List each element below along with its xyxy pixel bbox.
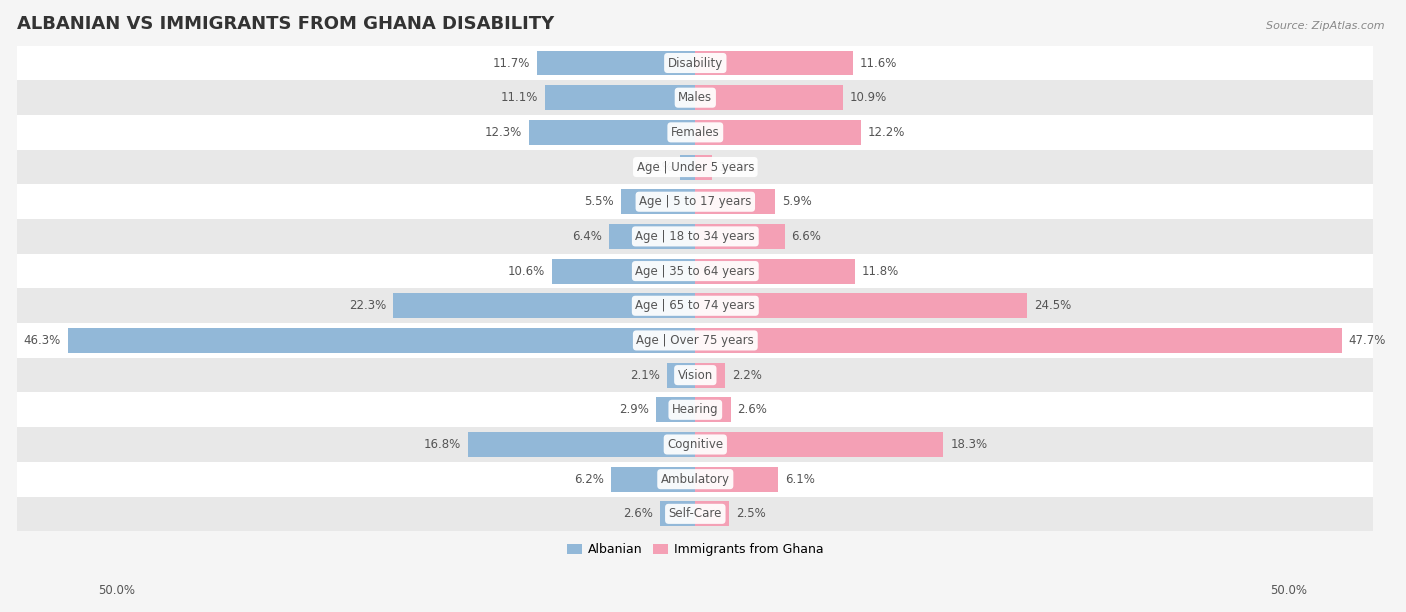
Bar xyxy=(544,85,696,110)
Text: 10.9%: 10.9% xyxy=(849,91,887,104)
Bar xyxy=(17,46,1374,80)
Bar xyxy=(681,155,696,179)
Bar xyxy=(392,293,696,318)
Text: Age | Under 5 years: Age | Under 5 years xyxy=(637,160,754,174)
Bar xyxy=(659,501,696,526)
Text: Ambulatory: Ambulatory xyxy=(661,472,730,486)
Text: 12.3%: 12.3% xyxy=(485,126,522,139)
Text: Males: Males xyxy=(678,91,713,104)
Text: Age | 35 to 64 years: Age | 35 to 64 years xyxy=(636,264,755,278)
Text: 2.9%: 2.9% xyxy=(619,403,650,416)
Text: Age | Over 75 years: Age | Over 75 years xyxy=(637,334,754,347)
Text: 47.7%: 47.7% xyxy=(1348,334,1386,347)
Bar xyxy=(696,293,1028,318)
Bar xyxy=(17,288,1374,323)
Bar xyxy=(657,397,696,422)
Text: 46.3%: 46.3% xyxy=(24,334,60,347)
Text: ALBANIAN VS IMMIGRANTS FROM GHANA DISABILITY: ALBANIAN VS IMMIGRANTS FROM GHANA DISABI… xyxy=(17,15,554,33)
Legend: Albanian, Immigrants from Ghana: Albanian, Immigrants from Ghana xyxy=(562,539,828,561)
Bar xyxy=(537,51,696,75)
Bar xyxy=(696,397,731,422)
Text: 11.7%: 11.7% xyxy=(492,56,530,70)
Text: 6.6%: 6.6% xyxy=(792,230,821,243)
Text: Age | 65 to 74 years: Age | 65 to 74 years xyxy=(636,299,755,312)
Text: 11.6%: 11.6% xyxy=(859,56,897,70)
Bar xyxy=(696,363,725,387)
Bar xyxy=(696,189,775,214)
Bar xyxy=(67,328,696,353)
Bar xyxy=(17,427,1374,462)
Bar xyxy=(17,323,1374,358)
Bar xyxy=(17,150,1374,184)
Bar xyxy=(612,467,696,491)
Bar xyxy=(609,224,696,249)
Text: 2.1%: 2.1% xyxy=(630,368,659,382)
Bar xyxy=(696,432,943,457)
Text: 1.2%: 1.2% xyxy=(718,160,748,174)
Text: 6.2%: 6.2% xyxy=(575,472,605,486)
Text: 11.8%: 11.8% xyxy=(862,264,900,278)
Bar xyxy=(468,432,696,457)
Bar xyxy=(696,85,844,110)
Text: Females: Females xyxy=(671,126,720,139)
Bar xyxy=(17,392,1374,427)
Text: 18.3%: 18.3% xyxy=(950,438,987,451)
Bar xyxy=(666,363,696,387)
Text: 5.5%: 5.5% xyxy=(585,195,614,208)
Bar xyxy=(17,358,1374,392)
Text: 6.1%: 6.1% xyxy=(785,472,814,486)
Text: 22.3%: 22.3% xyxy=(349,299,387,312)
Text: 16.8%: 16.8% xyxy=(423,438,461,451)
Text: 5.9%: 5.9% xyxy=(782,195,811,208)
Text: 12.2%: 12.2% xyxy=(868,126,905,139)
Text: 1.1%: 1.1% xyxy=(644,160,673,174)
Bar xyxy=(17,184,1374,219)
Text: Hearing: Hearing xyxy=(672,403,718,416)
Bar xyxy=(696,120,860,145)
Text: 50.0%: 50.0% xyxy=(98,584,135,597)
Bar xyxy=(696,224,785,249)
Text: 50.0%: 50.0% xyxy=(1271,584,1308,597)
Text: 6.4%: 6.4% xyxy=(572,230,602,243)
Bar xyxy=(696,467,778,491)
Bar xyxy=(696,328,1343,353)
Bar xyxy=(17,254,1374,288)
Text: 11.1%: 11.1% xyxy=(501,91,538,104)
Text: 2.6%: 2.6% xyxy=(737,403,768,416)
Bar xyxy=(17,80,1374,115)
Text: 10.6%: 10.6% xyxy=(508,264,544,278)
Text: Cognitive: Cognitive xyxy=(668,438,723,451)
Bar xyxy=(696,51,852,75)
Bar xyxy=(529,120,696,145)
Text: 24.5%: 24.5% xyxy=(1035,299,1071,312)
Text: Age | 5 to 17 years: Age | 5 to 17 years xyxy=(640,195,751,208)
Text: 2.2%: 2.2% xyxy=(733,368,762,382)
Bar xyxy=(696,259,855,283)
Bar xyxy=(696,501,730,526)
Text: Vision: Vision xyxy=(678,368,713,382)
Text: Self-Care: Self-Care xyxy=(669,507,723,520)
Text: 2.6%: 2.6% xyxy=(623,507,654,520)
Bar xyxy=(17,115,1374,150)
Bar xyxy=(696,155,711,179)
Text: Age | 18 to 34 years: Age | 18 to 34 years xyxy=(636,230,755,243)
Bar xyxy=(17,219,1374,254)
Bar xyxy=(551,259,696,283)
Text: 2.5%: 2.5% xyxy=(735,507,766,520)
Bar xyxy=(620,189,696,214)
Text: Disability: Disability xyxy=(668,56,723,70)
Text: Source: ZipAtlas.com: Source: ZipAtlas.com xyxy=(1267,21,1385,31)
Bar xyxy=(17,462,1374,496)
Bar xyxy=(17,496,1374,531)
